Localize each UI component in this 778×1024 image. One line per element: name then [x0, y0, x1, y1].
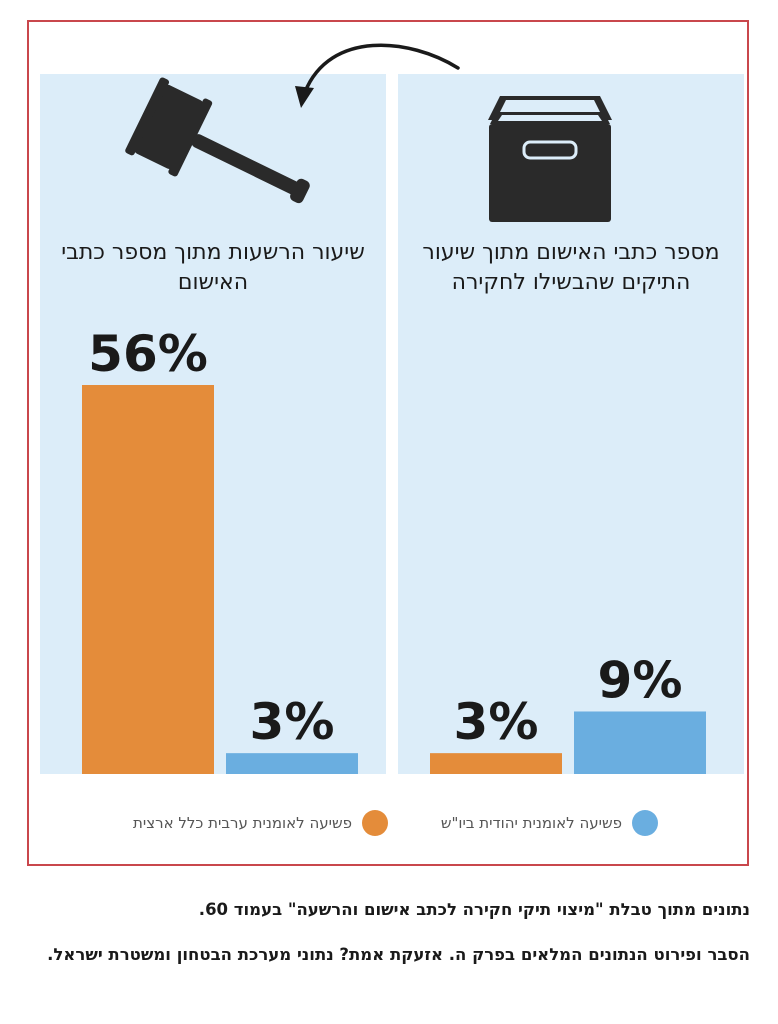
bar-indictments-arab: [430, 753, 562, 774]
gavel-icon: [125, 77, 310, 204]
legend-swatch-jewish: [632, 810, 658, 836]
bar-convictions-arab: [82, 385, 214, 774]
legend-item-jewish: פשיעה לאומנית יהודית ביו"ש: [441, 810, 658, 836]
chart-title-convictions: שיעור הרשעות מתוך מספר כתבי האישום: [61, 240, 365, 295]
bar-convictions-jewish: [226, 753, 358, 774]
legend-label-jewish: פשיעה לאומנית יהודית ביו"ש: [440, 814, 622, 832]
curved-arrow-icon: [295, 43, 460, 108]
archive-box-icon: [488, 96, 612, 222]
legend-swatch-arab: [362, 810, 388, 836]
chart-frame: [27, 20, 749, 866]
source-note: נתונים מתוך טבלת "מיצוי תיקי חקירה לכתב …: [198, 900, 750, 919]
data-label-indictments-jewish: 9%: [598, 651, 683, 709]
chart-title-indictments: מספר כתבי האישום מתוך שיעור התיקים שהבשי…: [422, 240, 720, 295]
data-label-convictions-arab: 56%: [88, 325, 208, 383]
data-label-convictions-jewish: 3%: [250, 693, 335, 751]
explanation-note: הסבר ופירוט הנתונים המלאים בפרק ה. אזעקת…: [47, 945, 750, 964]
legend-label-arab: פשיעה לאומנית ערבית כלל ארצית: [133, 814, 352, 832]
data-label-indictments-arab: 3%: [454, 693, 539, 751]
legend-item-arab: פשיעה לאומנית ערבית כלל ארצית: [133, 810, 388, 836]
bar-indictments-jewish: [574, 711, 706, 774]
